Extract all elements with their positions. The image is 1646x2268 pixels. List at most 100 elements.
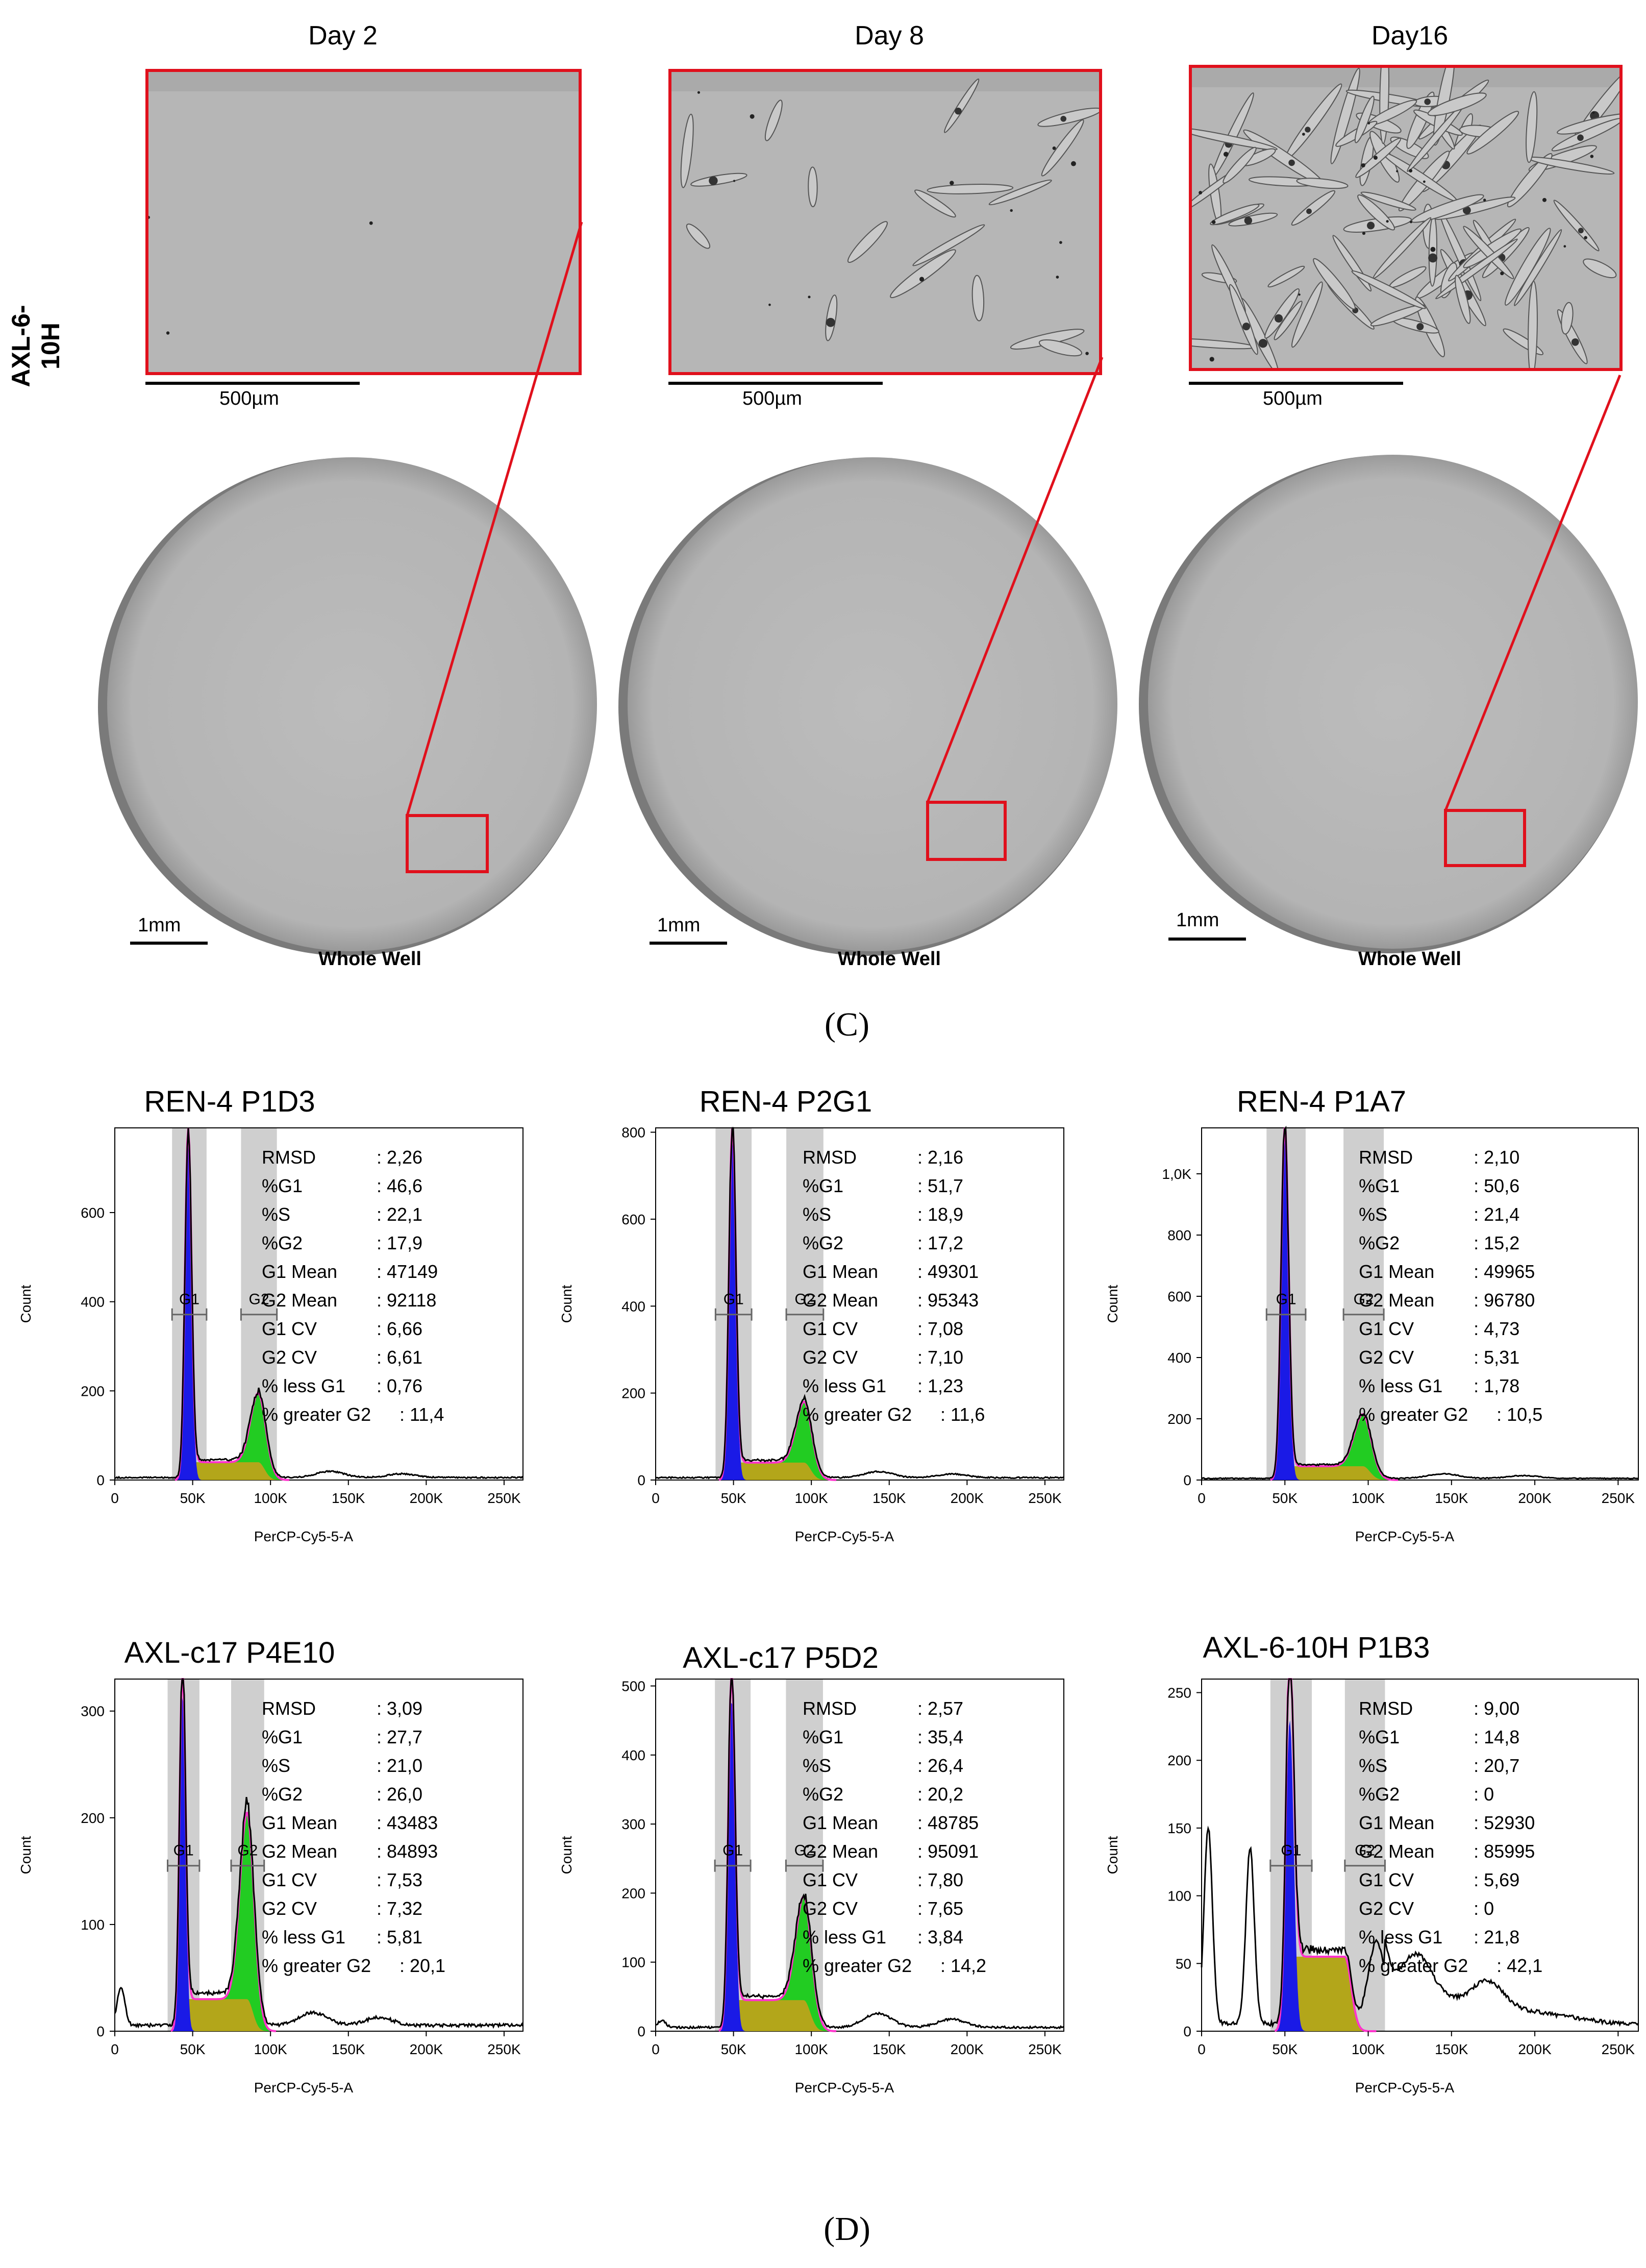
debris-dot (1584, 236, 1587, 239)
inset-scale-label-2: 500µm (742, 388, 802, 409)
cell-shape (1274, 301, 1303, 340)
stat-value: : 95343 (917, 1290, 979, 1311)
stat-value: : 95091 (917, 1841, 979, 1862)
debris-dot (369, 221, 373, 225)
stat-label: G1 CV (1359, 1318, 1414, 1339)
stat-label: G2 CV (803, 1898, 858, 1919)
stat-label: % less G1 (262, 1927, 345, 1947)
stat-value: : 11,6 (940, 1404, 985, 1425)
gate-label: G1 (1281, 1842, 1301, 1859)
y-tick-label: 0 (96, 2024, 105, 2039)
cell-shape (1433, 68, 1455, 146)
cell-shape (1296, 178, 1349, 189)
stat-value: : 48785 (917, 1812, 979, 1833)
debris-dot (1199, 191, 1203, 194)
debris-dot (919, 277, 925, 282)
cell-shape (1037, 107, 1099, 127)
stat-value: : 92118 (377, 1290, 436, 1311)
stat-value: : 14,8 (1474, 1727, 1519, 1747)
x-tick-label: 150K (872, 2041, 906, 2057)
stat-value: : 2,57 (917, 1698, 963, 1719)
stat-label: %S (803, 1204, 831, 1225)
cell-shape (690, 172, 747, 187)
chart-title-2: REN-4 P2G1 (699, 1085, 872, 1118)
stat-label: % less G1 (803, 1375, 886, 1396)
stat-label: G2 Mean (803, 1841, 878, 1862)
stat-value: : 11,4 (400, 1404, 444, 1425)
cell-shape (1210, 204, 1260, 226)
cell-shape (1561, 302, 1574, 335)
well-1-zoom-line (406, 221, 583, 816)
debris-dot (1298, 293, 1301, 296)
x-tick-label: 50K (1272, 2041, 1298, 2057)
stat-value: : 35,4 (917, 1727, 963, 1747)
stat-label: %G1 (803, 1175, 843, 1196)
stat-label: G2 Mean (1359, 1841, 1434, 1862)
y-tick-label: 100 (1167, 1888, 1191, 1904)
y-axis-label: Count (18, 1285, 34, 1323)
stat-value: : 2,16 (917, 1147, 963, 1168)
stat-label: % greater G2 (803, 1955, 912, 1976)
debris-dot (1209, 357, 1214, 362)
stat-value: : 18,9 (917, 1204, 963, 1225)
stat-value: : 49965 (1474, 1261, 1535, 1282)
stat-label: %G2 (803, 1784, 843, 1805)
stat-value: : 1,78 (1474, 1375, 1519, 1396)
stat-value: : 1,23 (917, 1375, 963, 1396)
x-tick-label: 100K (794, 2041, 828, 2057)
stat-value: : 7,10 (917, 1347, 963, 1368)
chart-title-1: REN-4 P1D3 (144, 1085, 315, 1118)
cell-shape (890, 249, 956, 299)
debris-dot (148, 215, 151, 219)
histogram-data-line (1201, 1678, 1639, 2028)
x-tick-label: 150K (872, 1490, 906, 1506)
debris-dot (697, 91, 701, 94)
y-tick-label: 300 (81, 1704, 105, 1719)
g2-area (174, 1393, 290, 1480)
stat-value: : 46,6 (377, 1175, 422, 1196)
stat-label: % less G1 (1359, 1375, 1442, 1396)
chart-title-6: AXL-6-10H P1B3 (1203, 1631, 1430, 1664)
stat-value: : 4,73 (1474, 1318, 1519, 1339)
stat-value: : 9,00 (1474, 1698, 1519, 1719)
stat-value: : 2,10 (1474, 1147, 1519, 1168)
stat-value: : 85995 (1474, 1841, 1535, 1862)
day-title-3: Day16 (1371, 21, 1449, 51)
histogram-data-line (114, 1127, 524, 1480)
x-tick-label: 250K (487, 2041, 521, 2057)
gate-label: G2 (237, 1842, 258, 1859)
x-tick-label: 50K (180, 2041, 206, 2057)
g2-area (718, 1896, 837, 2031)
stat-value: : 43483 (377, 1812, 438, 1833)
stat-label: %G1 (1359, 1727, 1400, 1747)
y-tick-label: 400 (1167, 1350, 1191, 1366)
gate-label: G1 (179, 1291, 199, 1308)
well-2-zoom-line (926, 357, 1104, 803)
cell-shape (912, 224, 985, 266)
y-tick-label: 600 (621, 1212, 645, 1227)
cell-shape (1370, 304, 1426, 327)
stat-label: RMSD (262, 1147, 316, 1168)
y-tick-label: 600 (81, 1205, 105, 1221)
stat-label: %G1 (262, 1727, 303, 1747)
g1-area (170, 1697, 195, 2031)
y-tick-label: 0 (1183, 1472, 1191, 1488)
cell-shape (1528, 280, 1538, 368)
y-tick-label: 400 (621, 1747, 645, 1763)
debris-dot (1500, 272, 1504, 276)
debris-dot (1302, 133, 1305, 136)
debris-dot (1423, 180, 1426, 183)
stat-value: : 5,69 (1474, 1869, 1519, 1890)
cell-shape (1229, 284, 1258, 355)
debris-dot (1223, 152, 1229, 157)
debris-dot (1211, 220, 1216, 224)
y-tick-label: 250 (1167, 1685, 1191, 1701)
stat-value: : 20,7 (1474, 1755, 1519, 1776)
gate-label: G2 (249, 1291, 269, 1308)
plot-frame (1201, 1127, 1639, 1481)
cell-shape (1507, 153, 1553, 208)
y-tick-label: 300 (621, 1816, 645, 1832)
y-tick-label: 400 (621, 1298, 645, 1314)
stat-label: G1 Mean (1359, 1261, 1434, 1282)
debris-dot (768, 303, 771, 306)
